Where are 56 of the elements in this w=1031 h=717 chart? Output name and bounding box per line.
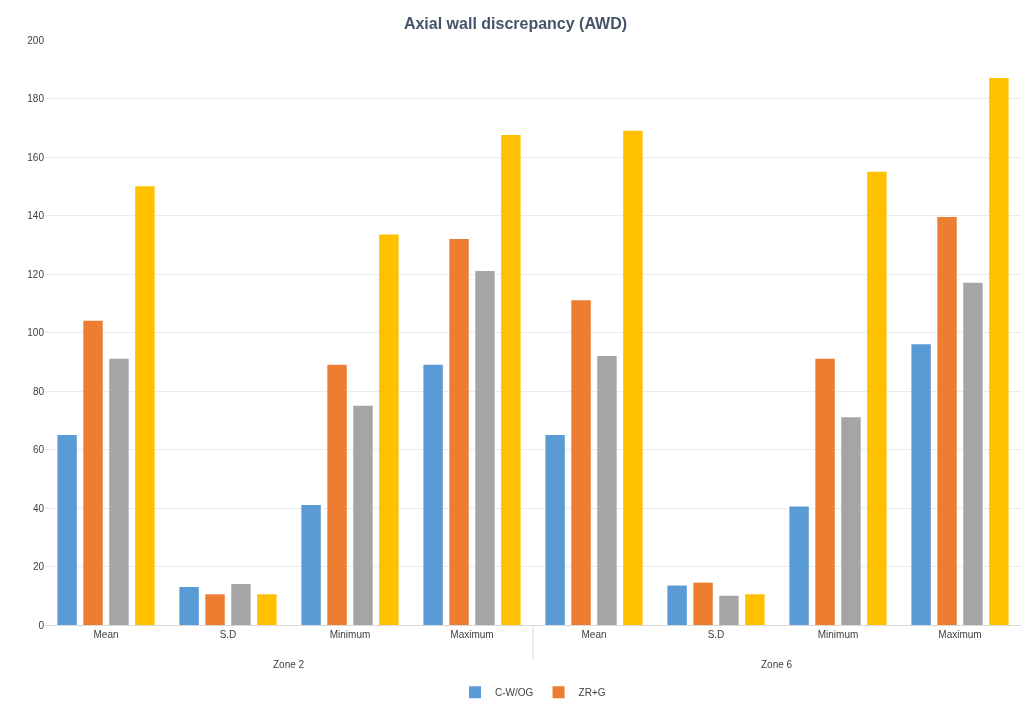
bar <box>623 130 643 625</box>
bar <box>449 238 469 625</box>
bar <box>179 586 199 625</box>
x-tick-label: Maximum <box>450 629 494 640</box>
bar <box>135 186 155 625</box>
x-tick-label: S.D <box>707 629 725 640</box>
y-tick-label: 180 <box>27 93 45 104</box>
bar <box>815 358 835 625</box>
bar <box>989 78 1009 625</box>
chart-title: Axial wall discrepancy (AWD) <box>403 15 628 33</box>
y-tick-label: 100 <box>27 327 45 338</box>
bar <box>501 135 521 625</box>
x-tick-label: S.D <box>219 629 237 640</box>
bar <box>719 595 739 625</box>
x-tick-label: Minimum <box>817 629 859 640</box>
bar <box>841 417 861 625</box>
bar <box>301 505 321 625</box>
y-tick-label: 120 <box>27 268 45 280</box>
bar <box>205 594 225 625</box>
bar <box>109 358 129 625</box>
bar <box>789 506 809 625</box>
bar <box>423 364 443 625</box>
x-tick-label: Mean <box>581 629 607 640</box>
bar <box>327 364 347 625</box>
bar <box>475 271 495 625</box>
y-tick-label: 60 <box>32 444 45 455</box>
text: Zone 6 <box>761 659 793 670</box>
bar <box>571 300 591 625</box>
bar <box>693 582 713 625</box>
bar <box>937 216 957 625</box>
legend-label: ZR+G <box>578 687 606 699</box>
bar <box>667 585 687 625</box>
bar <box>231 584 251 625</box>
text: Zone 2 <box>273 659 305 670</box>
y-tick-label: 200 <box>27 34 45 46</box>
bar <box>353 405 373 625</box>
y-tick-label: 0 <box>38 619 45 631</box>
y-tick-label: 40 <box>32 502 45 514</box>
bar <box>57 434 77 625</box>
bar <box>83 320 103 625</box>
y-tick-label: 20 <box>32 561 45 572</box>
legend-label: C-W/OG <box>495 687 534 699</box>
y-tick-label: 80 <box>32 385 45 397</box>
bar <box>597 355 617 625</box>
bar <box>745 594 765 625</box>
y-tick-label: 140 <box>27 210 45 221</box>
x-tick-label: Minimum <box>329 629 371 640</box>
bar <box>911 344 931 625</box>
y-tick-label: 160 <box>27 151 45 163</box>
bar <box>963 282 983 625</box>
x-tick-label: Maximum <box>938 629 982 640</box>
x-tick-label: Mean <box>93 629 119 640</box>
bar <box>257 594 277 625</box>
bar <box>545 434 565 625</box>
bar <box>867 171 887 625</box>
bar <box>379 234 399 625</box>
